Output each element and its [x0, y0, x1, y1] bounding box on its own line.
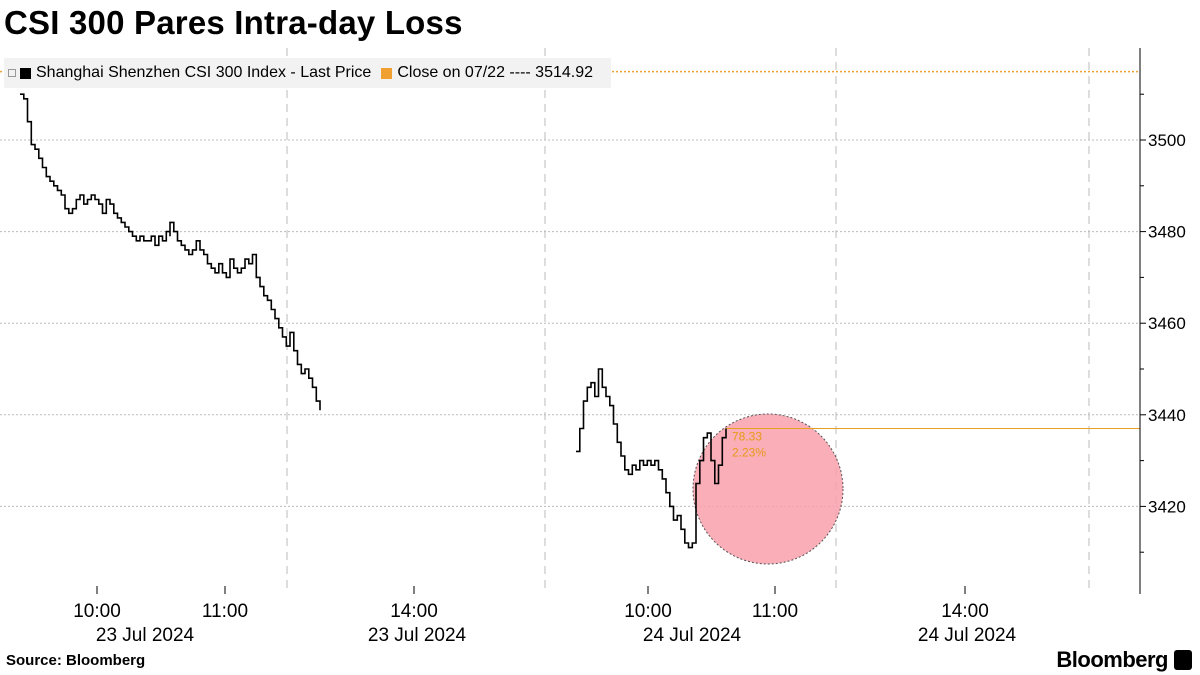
ytick-label-3440: 3440	[1148, 406, 1186, 425]
xtick-date-5: 24 Jul 2024	[918, 625, 1017, 646]
ytick-label-3420: 3420	[1148, 497, 1186, 516]
session-dividers	[286, 48, 1090, 594]
ytick-label-3500: 3500	[1148, 131, 1186, 150]
series-line-jul23	[20, 93, 321, 411]
gridlines	[0, 139, 1140, 507]
legend-item-close: Close on 07/22 ---- 3514.92	[381, 64, 593, 82]
price-series	[20, 93, 727, 549]
y-axis: 3420 3440 3460 3480 3500	[1139, 48, 1186, 594]
xtick-date-0: 23 Jul 2024	[96, 625, 195, 646]
legend-series-swatch	[20, 67, 31, 79]
xtick-time-5: 14:00	[941, 601, 989, 622]
x-axis: 10:00 23 Jul 2024 11:00 14:00 23 Jul 2024 10:…	[73, 586, 1017, 646]
series-line-jul24	[576, 368, 727, 549]
xtick-time-3: 10:00	[624, 601, 672, 622]
xtick-time-1: 11:00	[202, 601, 248, 622]
legend-item-series: Shanghai Shenzhen CSI 300 Index - Last P…	[20, 64, 371, 82]
highlight-circle	[692, 413, 844, 565]
legend-close-swatch	[381, 67, 393, 79]
source-note: Source: Bloomberg	[6, 652, 146, 669]
chart-title: CSI 300 Pares Intra-day Loss	[4, 4, 463, 41]
bloomberg-chart-icon	[1174, 650, 1192, 670]
xtick-date-2: 23 Jul 2024	[368, 625, 467, 646]
xtick-time-0: 10:00	[73, 601, 121, 622]
legend-series-label: Shanghai Shenzhen CSI 300 Index - Last P…	[36, 64, 372, 81]
change-percent-label: 2.23%	[732, 446, 766, 460]
ytick-label-3480: 3480	[1148, 223, 1186, 242]
change-points-label: 78.33	[732, 430, 762, 444]
bloomberg-logo: Bloomberg	[1056, 647, 1168, 672]
ytick-label-3460: 3460	[1148, 314, 1186, 333]
xtick-time-4: 11:00	[752, 601, 798, 622]
xtick-time-2: 14:00	[390, 601, 438, 622]
legend: Shanghai Shenzhen CSI 300 Index - Last P…	[4, 58, 611, 88]
xtick-date-3: 24 Jul 2024	[643, 625, 742, 646]
legend-close-label: Close on 07/22 ---- 3514.92	[397, 64, 593, 81]
legend-grip-icon[interactable]	[8, 69, 16, 77]
